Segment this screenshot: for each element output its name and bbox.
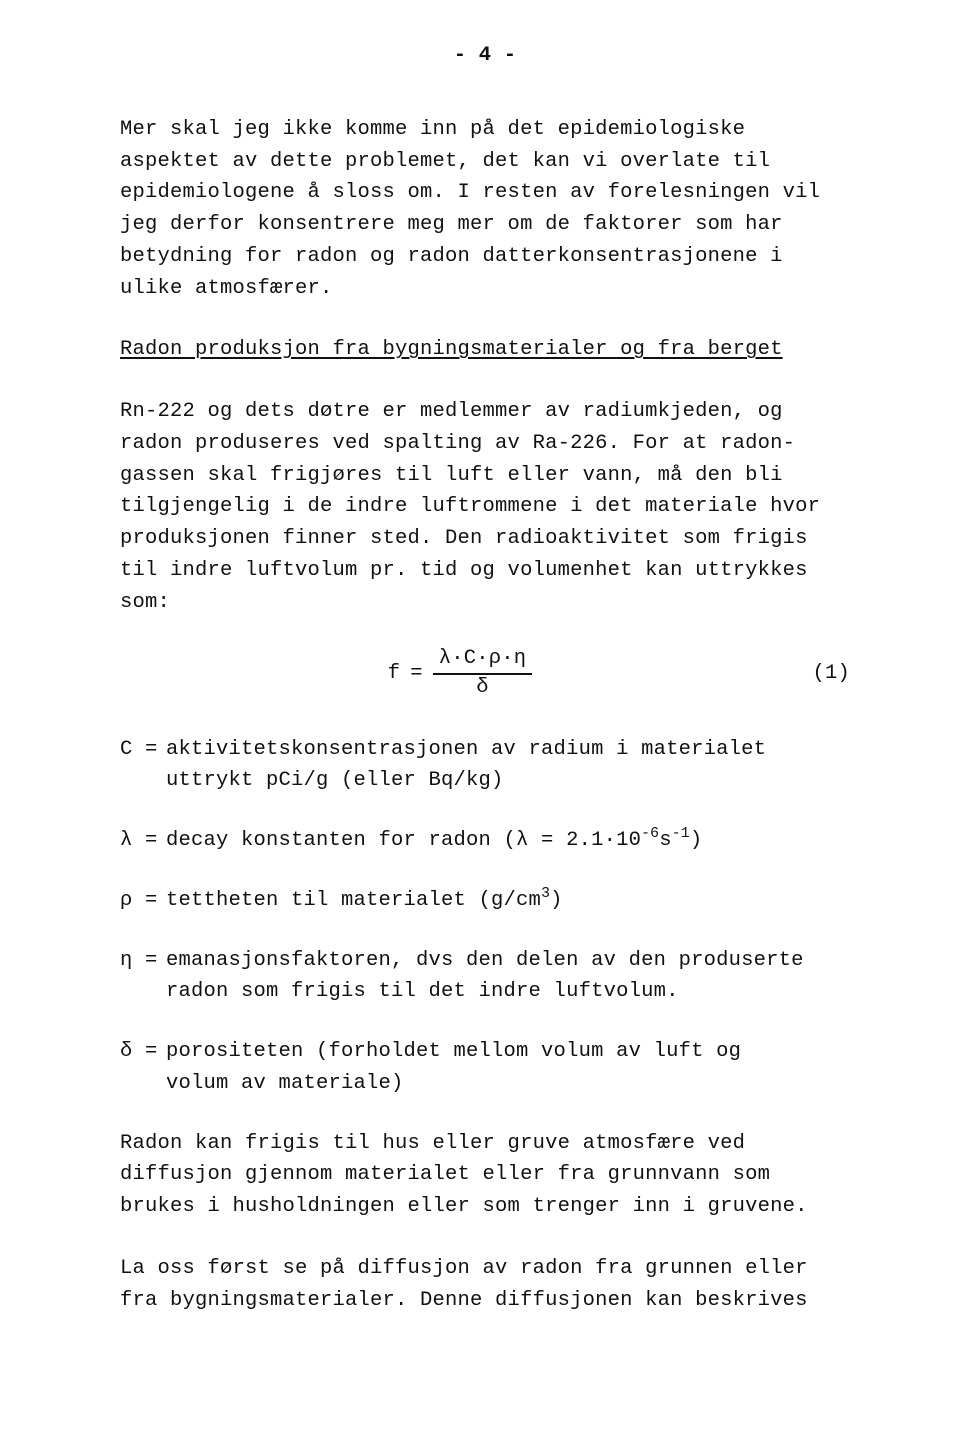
definition-eta-line2: radon som frigis til det indre luftvolum… (166, 980, 679, 1003)
page-container: - 4 - Mer skal jeg ikke komme inn på det… (0, 0, 960, 1443)
definition-lambda-post: ) (690, 829, 703, 852)
definition-lambda-pre: decay konstanten for radon (λ = 2.1·10 (166, 829, 641, 852)
symbol-C: C = (120, 734, 166, 798)
symbol-delta: δ = (120, 1036, 166, 1100)
definition-eta-line1: emanasjonsfaktoren, dvs den delen av den… (166, 949, 804, 972)
definition-rho: ρ = tettheten til materialet (g/cm3) (120, 885, 850, 917)
definition-C-line1: aktivitetskonsentrasjonen av radium i ma… (166, 738, 766, 761)
symbol-lambda: λ = (120, 825, 166, 857)
paragraph-release: Radon kan frigis til hus eller gruve atm… (120, 1128, 850, 1223)
equation-denominator: δ (470, 675, 495, 700)
symbol-rho: ρ = (120, 885, 166, 917)
symbol-eta: η = (120, 945, 166, 1009)
definition-delta-text: porositeten (forholdet mellom volum av l… (166, 1036, 850, 1100)
paragraph-intro: Mer skal jeg ikke komme inn på det epide… (120, 114, 850, 305)
definition-rho-text: tettheten til materialet (g/cm3) (166, 885, 850, 917)
equation-fraction: λ·C·ρ·η δ (433, 648, 533, 699)
page-number: - 4 - (120, 40, 850, 72)
equation-label: (1) (800, 658, 850, 690)
definition-lambda-sup2: -1 (672, 826, 690, 842)
definition-delta: δ = porositeten (forholdet mellom volum … (120, 1036, 850, 1100)
paragraph-diffusion: La oss først se på diffusjon av radon fr… (120, 1253, 850, 1317)
definition-rho-sup: 3 (541, 886, 550, 902)
definition-eta: η = emanasjonsfaktoren, dvs den delen av… (120, 945, 850, 1009)
definition-rho-post: ) (550, 889, 563, 912)
definition-C: C = aktivitetskonsentrasjonen av radium … (120, 734, 850, 798)
equation-1: f = λ·C·ρ·η δ (1) (120, 648, 850, 699)
definition-C-text: aktivitetskonsentrasjonen av radium i ma… (166, 734, 850, 798)
definition-rho-pre: tettheten til materialet (g/cm (166, 889, 541, 912)
equation-lhs: f (388, 658, 401, 690)
definition-lambda-mid: s (659, 829, 672, 852)
equation-numerator: λ·C·ρ·η (433, 648, 533, 673)
section-heading: Radon produksjon fra bygningsmaterialer … (120, 334, 850, 366)
definition-delta-line1: porositeten (forholdet mellom volum av l… (166, 1040, 741, 1063)
definition-delta-line2: volum av materiale) (166, 1072, 404, 1095)
definition-lambda: λ = decay konstanten for radon (λ = 2.1·… (120, 825, 850, 857)
definition-C-line2: uttrykt pCi/g (eller Bq/kg) (166, 769, 504, 792)
definition-lambda-sup1: -6 (641, 826, 659, 842)
equation-equals: = (410, 658, 423, 690)
equation-body: f = λ·C·ρ·η δ (120, 648, 800, 699)
paragraph-production: Rn-222 og dets døtre er medlemmer av rad… (120, 396, 850, 618)
definition-lambda-text: decay konstanten for radon (λ = 2.1·10-6… (166, 825, 850, 857)
definition-eta-text: emanasjonsfaktoren, dvs den delen av den… (166, 945, 850, 1009)
